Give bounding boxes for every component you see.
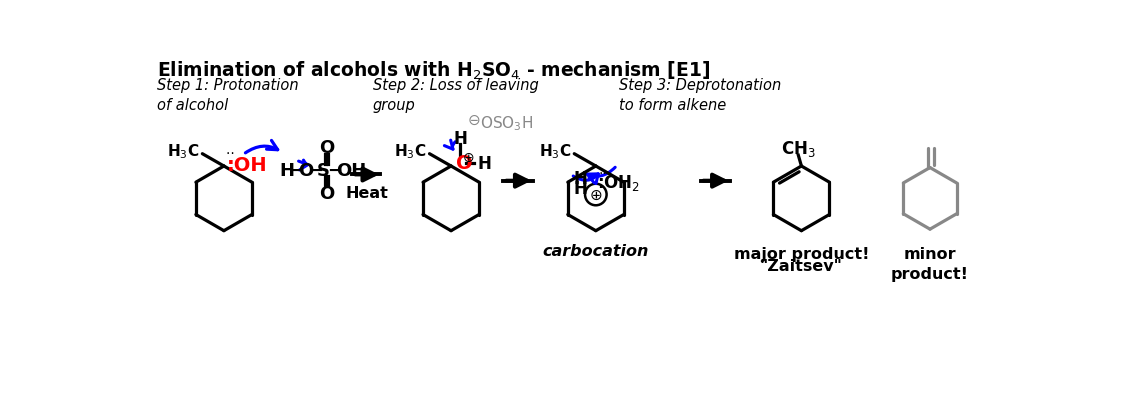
- Text: CH$_3$: CH$_3$: [781, 138, 816, 158]
- Text: H: H: [574, 169, 588, 187]
- Text: Step 2: Loss of leaving
group: Step 2: Loss of leaving group: [373, 78, 539, 113]
- Text: minor
product!: minor product!: [891, 247, 969, 281]
- Text: O: O: [319, 184, 334, 202]
- Text: H: H: [574, 180, 588, 198]
- Text: Heat: Heat: [346, 186, 388, 201]
- Text: −: −: [328, 162, 342, 180]
- Text: −: −: [307, 162, 323, 180]
- Text: :OH: :OH: [227, 155, 268, 175]
- Text: ⊕: ⊕: [463, 151, 475, 164]
- FancyArrowPatch shape: [444, 141, 456, 150]
- FancyArrowPatch shape: [246, 141, 278, 153]
- Text: O: O: [319, 138, 334, 156]
- Text: ⊕: ⊕: [589, 188, 603, 202]
- Text: ··: ··: [599, 166, 607, 180]
- Text: Step 3: Deprotonation
to form alkene: Step 3: Deprotonation to form alkene: [619, 78, 781, 113]
- Text: Elimination of alcohols with H$_2$SO$_4$ - mechanism [E1]: Elimination of alcohols with H$_2$SO$_4$…: [157, 60, 710, 82]
- Text: −: −: [289, 162, 304, 180]
- Text: H$_3$C: H$_3$C: [394, 142, 426, 161]
- Text: H: H: [279, 162, 294, 180]
- Text: O: O: [298, 162, 314, 180]
- Text: OH: OH: [337, 162, 367, 180]
- Text: ⊖: ⊖: [468, 112, 480, 127]
- Text: ··: ··: [227, 146, 239, 160]
- Text: "Zaitsev": "Zaitsev": [760, 259, 843, 274]
- Text: O: O: [456, 154, 472, 173]
- FancyArrowPatch shape: [573, 175, 598, 184]
- Text: OSO$_3$H: OSO$_3$H: [480, 114, 533, 133]
- FancyArrowPatch shape: [298, 161, 307, 171]
- Text: carbocation: carbocation: [543, 243, 649, 258]
- Text: major product!: major product!: [734, 247, 870, 261]
- Text: H$_3$C: H$_3$C: [539, 142, 571, 161]
- Text: S: S: [318, 162, 330, 180]
- Text: :OH$_2$: :OH$_2$: [597, 173, 641, 193]
- Text: Step 1: Protonation
of alcohol: Step 1: Protonation of alcohol: [157, 78, 298, 113]
- Text: H$_3$C: H$_3$C: [167, 142, 200, 161]
- Text: H: H: [477, 155, 491, 173]
- FancyArrowPatch shape: [587, 168, 615, 184]
- Text: H: H: [453, 130, 467, 148]
